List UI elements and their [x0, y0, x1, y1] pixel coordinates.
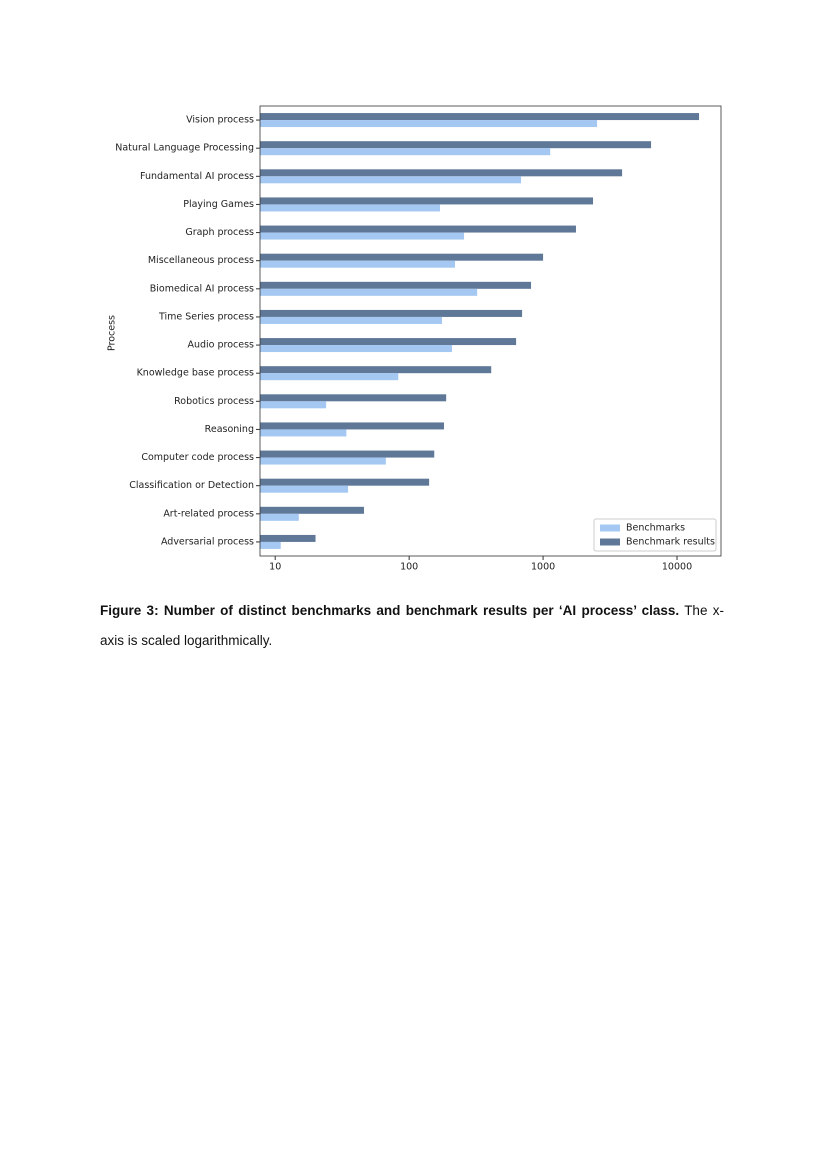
y-tick-label: Graph process [185, 227, 254, 238]
legend-label: Benchmark results [626, 537, 715, 548]
bar [260, 197, 594, 205]
bar [260, 225, 576, 233]
y-tick-label: Playing Games [183, 199, 254, 210]
bar [260, 394, 447, 402]
y-tick-label: Fundamental AI process [140, 171, 254, 182]
y-axis-label: Process [107, 315, 118, 351]
bar [260, 204, 441, 212]
bar [260, 513, 299, 521]
x-tick-label: 1000 [531, 562, 555, 573]
legend-box [593, 518, 717, 552]
y-tick-label: Vision process [186, 115, 254, 126]
bar [260, 534, 316, 542]
bar [260, 429, 347, 437]
bar [260, 457, 386, 465]
bar [260, 485, 349, 493]
bar [260, 281, 532, 289]
bar [260, 401, 327, 409]
bar [260, 288, 478, 296]
caption-bold: Figure 3: Number of distinct benchmarks … [100, 603, 680, 618]
bar [260, 253, 544, 261]
bar [260, 506, 364, 514]
bar [260, 373, 399, 381]
legend-swatch [600, 524, 620, 532]
bar [260, 260, 456, 268]
y-tick-label: Miscellaneous process [148, 255, 254, 266]
bar [260, 422, 444, 430]
bar [260, 148, 551, 156]
y-tick-label: Time Series process [158, 311, 254, 322]
bar [260, 141, 652, 149]
bar [260, 169, 623, 177]
y-tick-label: Art-related process [163, 508, 254, 519]
bar [260, 338, 517, 346]
y-tick-label: Classification or Detection [129, 480, 254, 491]
bar [260, 176, 522, 184]
caption-text: The x-axis is scaled logarithmically. [100, 603, 725, 648]
y-tick-label: Reasoning [205, 424, 254, 435]
bar [260, 113, 700, 121]
bar [260, 345, 453, 353]
y-tick-label: Adversarial process [161, 536, 254, 547]
bar [260, 120, 598, 128]
y-tick-label: Audio process [187, 340, 254, 351]
legend-label: Benchmarks [626, 523, 685, 534]
x-tick-label: 10000 [662, 562, 692, 573]
bar [260, 541, 281, 549]
y-tick-label: Natural Language Processing [115, 143, 254, 154]
bar [260, 366, 492, 374]
figure-caption: Figure 3: Number of distinct benchmarks … [100, 596, 724, 656]
x-tick-label: 10 [269, 562, 281, 573]
bar [260, 309, 523, 317]
y-tick-label: Knowledge base process [137, 368, 254, 379]
chart: Process Vision process Natural Language P… [107, 105, 722, 573]
y-tick-label: Computer code process [141, 452, 254, 463]
y-tick-label: Robotics process [174, 396, 254, 407]
bar [260, 478, 430, 486]
y-tick-label: Biomedical AI process [150, 283, 254, 294]
legend-swatch [600, 538, 620, 546]
plot-frame [259, 105, 722, 557]
bar [260, 450, 435, 458]
bar [260, 232, 465, 240]
bar [260, 316, 443, 324]
x-tick-label: 100 [400, 562, 418, 573]
